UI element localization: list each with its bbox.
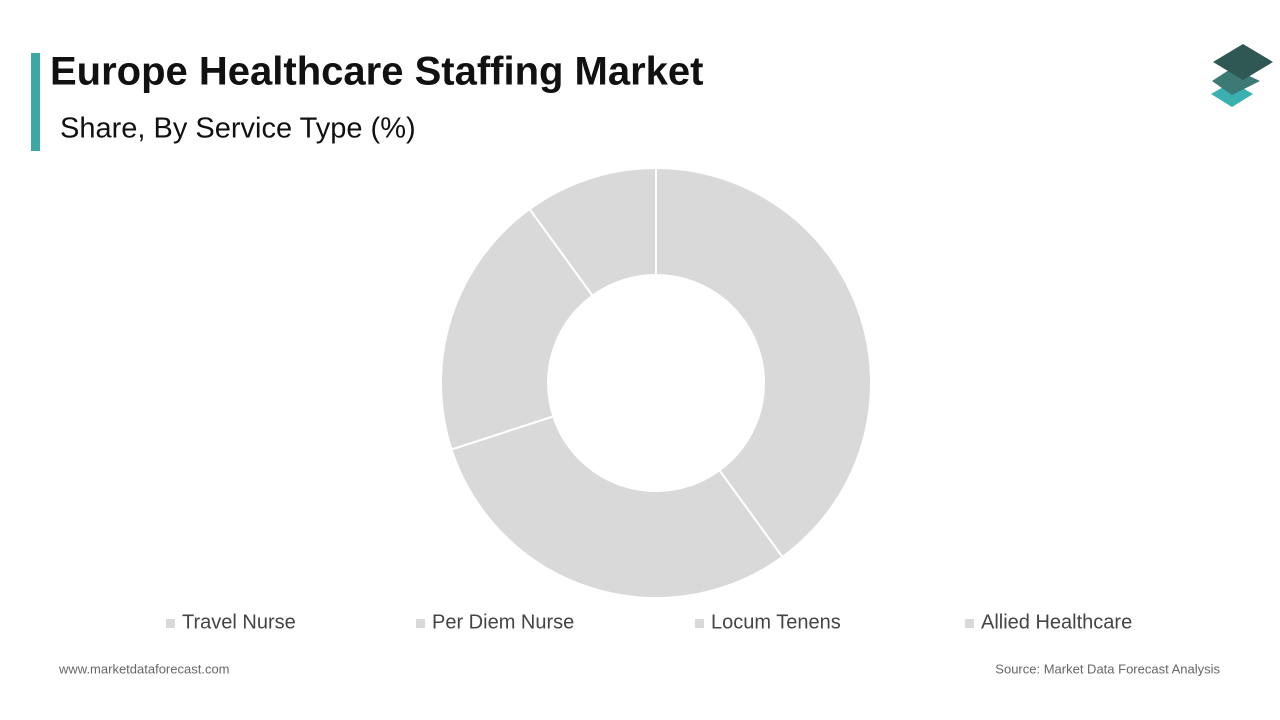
donut-segment bbox=[528, 166, 657, 298]
legend-swatch bbox=[166, 619, 175, 628]
legend-label: Travel Nurse bbox=[182, 611, 296, 633]
legend-swatch bbox=[965, 619, 974, 628]
legend-label: Allied Healthcare bbox=[981, 611, 1132, 633]
source: Source: Market Data Forecast Analysis bbox=[995, 661, 1220, 676]
donut-segment bbox=[450, 415, 784, 599]
chart-title: Europe Healthcare Staffing Market bbox=[50, 50, 704, 94]
donut-segment bbox=[655, 166, 872, 559]
legend-swatch bbox=[416, 619, 425, 628]
website: www.marketdataforecast.com bbox=[58, 661, 230, 676]
chart-subtitle: Share, By Service Type (%) bbox=[60, 113, 416, 145]
logo bbox=[1211, 44, 1273, 107]
title-accent bbox=[31, 53, 40, 151]
legend-swatch bbox=[695, 619, 704, 628]
legend-label: Per Diem Nurse bbox=[432, 611, 574, 633]
legend-label: Locum Tenens bbox=[711, 611, 841, 633]
donut-segment bbox=[440, 207, 594, 451]
